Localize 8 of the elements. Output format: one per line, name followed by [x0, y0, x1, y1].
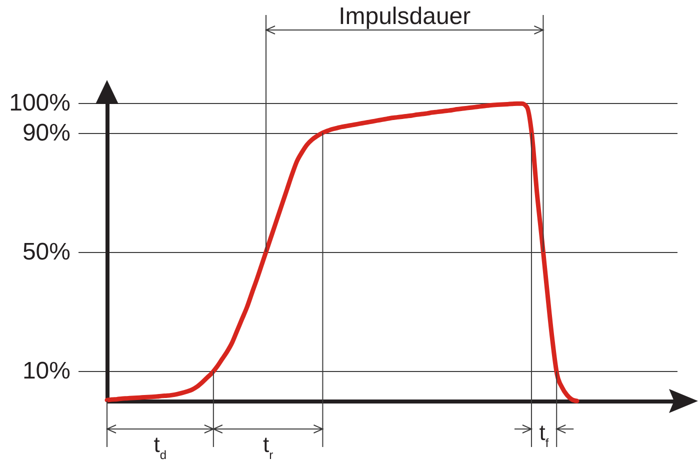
- text: t$_{f}$: [539, 420, 550, 450]
- y-tick-label: 90%: [22, 119, 70, 146]
- text: t$_{d}$: [154, 432, 167, 462]
- text: Impulsdauer: [338, 3, 471, 30]
- y-tick-label: 100%: [9, 90, 70, 116]
- text: t$_{r}$: [263, 432, 274, 462]
- y-tick-label: 50%: [22, 238, 70, 266]
- y-tick-label: 10%: [22, 358, 70, 385]
